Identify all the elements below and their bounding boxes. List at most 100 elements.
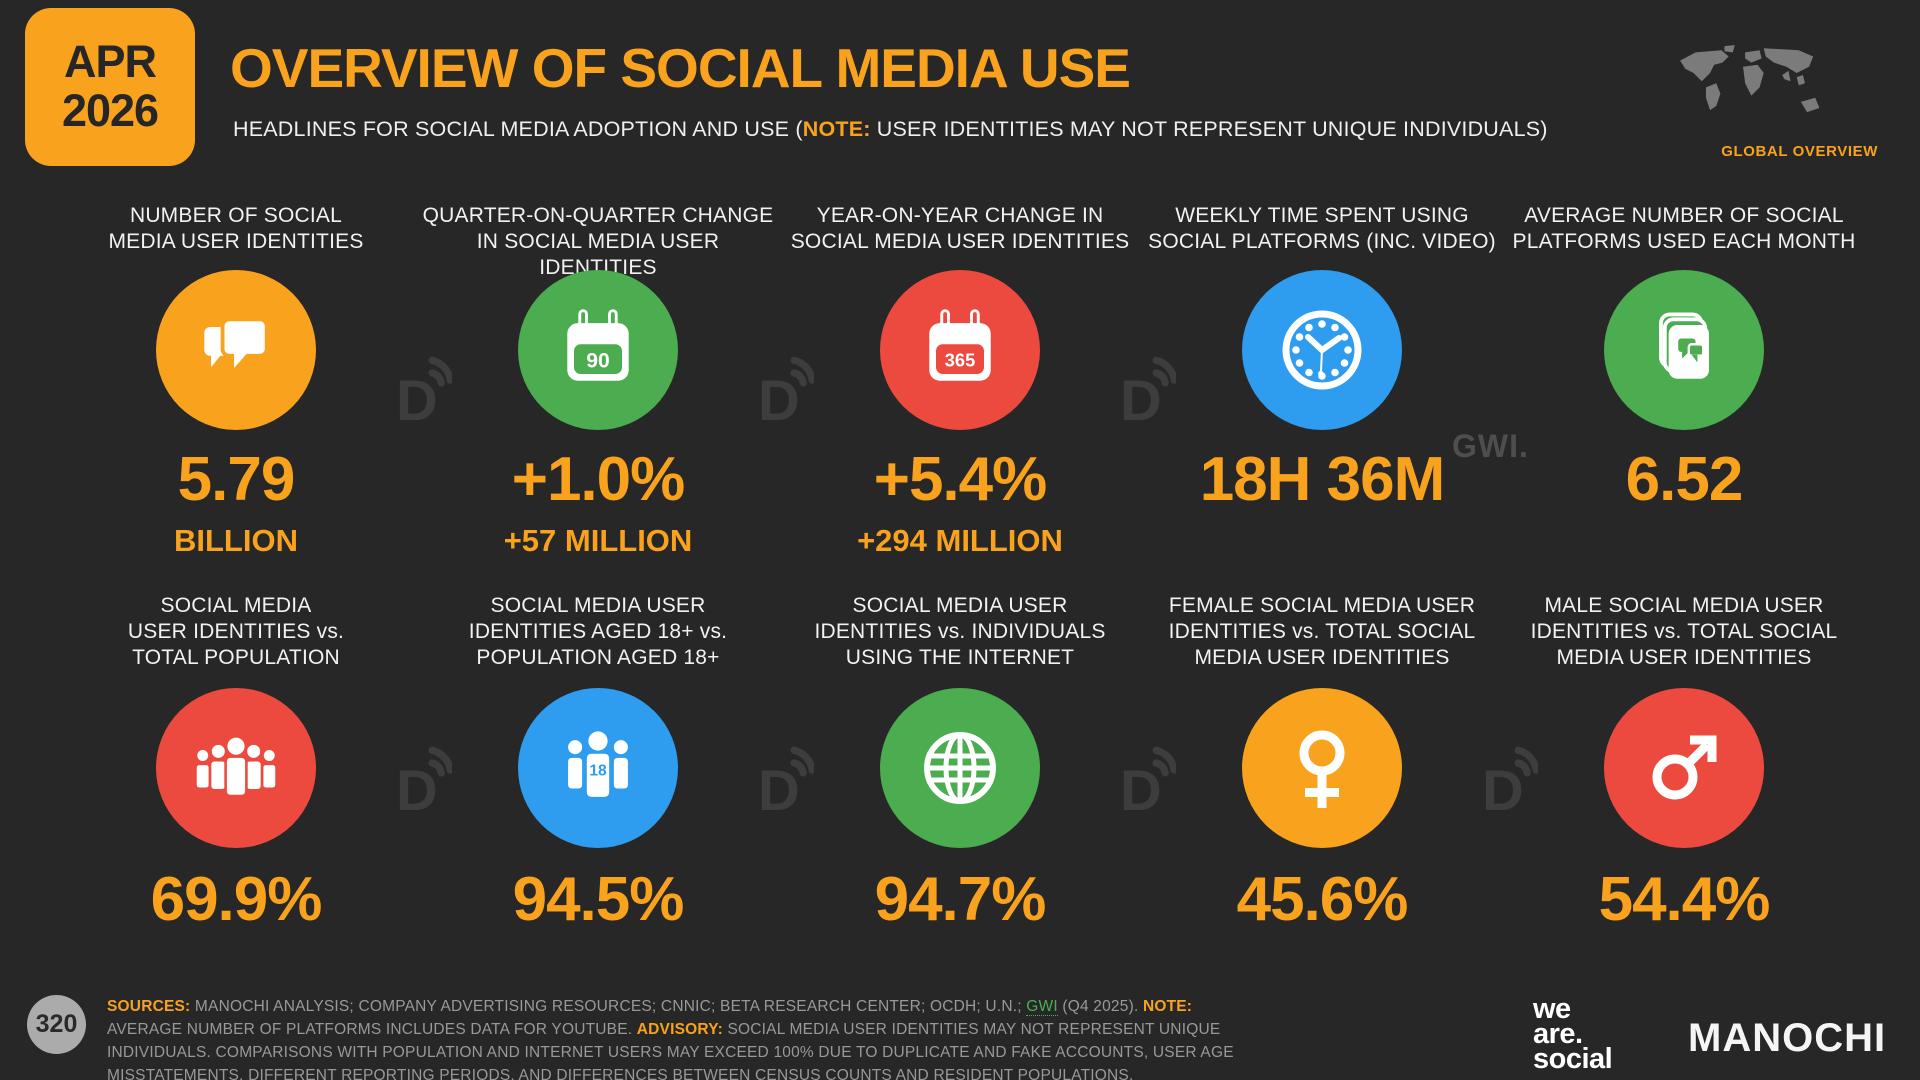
- stat-label: NUMBER OF SOCIAL MEDIA USER IDENTITIES: [108, 203, 363, 257]
- label-line: AVERAGE NUMBER OF SOCIAL: [1524, 204, 1844, 227]
- label-line: IN SOCIAL MEDIA USER IDENTITIES: [476, 230, 720, 279]
- subtitle-prefix: HEADLINES FOR SOCIAL MEDIA ADOPTION AND …: [233, 117, 803, 141]
- stat-weekly-time: WEEKLY TIME SPENT USING SOCIAL PLATFORMS …: [1141, 203, 1503, 559]
- stat-female-share: FEMALE SOCIAL MEDIA USER IDENTITIES vs. T…: [1141, 593, 1503, 935]
- label-line: SOCIAL MEDIA USER: [490, 594, 706, 617]
- d-signal-watermark-icon: D: [758, 356, 814, 429]
- stacked-cards-icon: [1604, 270, 1764, 430]
- region-label: GLOBAL OVERVIEW: [1721, 143, 1878, 160]
- gwi-link[interactable]: GWI: [1026, 998, 1058, 1016]
- calendar-90-icon: 90: [518, 270, 678, 430]
- label-line: SOCIAL PLATFORMS (INC. VIDEO): [1148, 230, 1496, 253]
- advisory-text: SOCIAL MEDIA USER IDENTITIES MAY NOT REP…: [107, 1021, 1234, 1080]
- label-line: FEMALE SOCIAL MEDIA USER: [1168, 594, 1476, 617]
- label-line: MALE SOCIAL MEDIA USER: [1544, 594, 1824, 617]
- logo-line: we: [1533, 993, 1571, 1025]
- label-line: NUMBER OF SOCIAL: [129, 204, 343, 227]
- age-number: 18: [589, 762, 607, 779]
- calendar-number: 90: [586, 349, 609, 372]
- note-label: NOTE:: [1142, 998, 1193, 1015]
- sources-text: MANOCHI ANALYSIS; COMPANY ADVERTISING RE…: [190, 998, 1027, 1015]
- label-line: SOCIAL MEDIA: [160, 594, 312, 617]
- d-signal-watermark-icon: D: [396, 746, 452, 819]
- label-line: MEDIA USER IDENTITIES: [1556, 646, 1812, 669]
- stat-subvalue: BILLION: [174, 523, 298, 558]
- stat-value: 45.6%: [1236, 865, 1409, 934]
- d-signal-watermark-icon: D: [1120, 746, 1176, 819]
- stat-subvalue: +294 MILLION: [857, 523, 1063, 558]
- stat-male-share: MALE SOCIAL MEDIA USER IDENTITIES vs. TOT…: [1503, 593, 1865, 935]
- chat-bubbles-icon: [156, 270, 316, 430]
- stat-value: 69.9%: [150, 865, 323, 934]
- label-line: TOTAL POPULATION: [132, 646, 340, 669]
- label-line: IDENTITIES vs. INDIVIDUALS: [814, 620, 1106, 643]
- date-month: APR: [63, 36, 157, 88]
- stat-label: SOCIAL MEDIA USER IDENTITIES AGED 18+ vs.…: [469, 593, 727, 673]
- logo-line: are.: [1533, 1018, 1583, 1050]
- page-number-badge: 320: [27, 995, 86, 1054]
- page-number: 320: [35, 1010, 78, 1038]
- watermark-letter: D: [758, 759, 800, 819]
- we-are-social-logo: we are. social: [1533, 993, 1613, 1075]
- label-line: SOCIAL MEDIA USER: [852, 594, 1068, 617]
- globe-icon: [880, 688, 1040, 848]
- d-signal-watermark-icon: D: [1482, 746, 1538, 819]
- female-icon: [1242, 688, 1402, 848]
- stat-label: AVERAGE NUMBER OF SOCIAL PLATFORMS USED E…: [1513, 203, 1856, 257]
- stat-label: QUARTER-ON-QUARTER CHANGE IN SOCIAL MEDIA…: [417, 203, 779, 279]
- watermark-letter: D: [396, 369, 438, 429]
- stat-identities-vs-internet: SOCIAL MEDIA USER IDENTITIES vs. INDIVIDU…: [779, 593, 1141, 935]
- page-title: OVERVIEW OF SOCIAL MEDIA USE: [230, 37, 1131, 99]
- stat-label: MALE SOCIAL MEDIA USER IDENTITIES vs. TOT…: [1531, 593, 1838, 673]
- watermark-letter: D: [1120, 369, 1162, 429]
- sources-tail: (Q4 2025).: [1057, 998, 1143, 1015]
- stat-qoq-change: QUARTER-ON-QUARTER CHANGE IN SOCIAL MEDIA…: [417, 203, 779, 559]
- stat-value: +5.4%: [873, 445, 1048, 514]
- label-line: USING THE INTERNET: [845, 646, 1075, 669]
- stat-identities-vs-population: SOCIAL MEDIA USER IDENTITIES vs. TOTAL POP…: [55, 593, 417, 935]
- sources-label: SOURCES:: [107, 998, 191, 1015]
- stat-value: 6.52: [1625, 445, 1744, 514]
- stat-value: +1.0%: [511, 445, 686, 514]
- watermark-letter: D: [1482, 759, 1524, 819]
- label-line: POPULATION AGED 18+: [476, 646, 720, 669]
- note-text: AVERAGE NUMBER OF PLATFORMS INCLUDES DAT…: [107, 1021, 637, 1038]
- calendar-number: 365: [945, 349, 975, 370]
- label-line: USER IDENTITIES vs.: [127, 620, 345, 643]
- stats-row-2: SOCIAL MEDIA USER IDENTITIES vs. TOTAL POP…: [55, 593, 1865, 935]
- watermark-letter: D: [396, 759, 438, 819]
- calendar-365-icon: 365: [880, 270, 1040, 430]
- stat-label: FEMALE SOCIAL MEDIA USER IDENTITIES vs. T…: [1169, 593, 1476, 673]
- stat-label: YEAR-ON-YEAR CHANGE IN SOCIAL MEDIA USER …: [791, 203, 1130, 257]
- manochi-logo: MANOCHI: [1688, 1016, 1887, 1060]
- stat-value: 94.7%: [874, 865, 1047, 934]
- stat-subvalue: +57 MILLION: [503, 523, 693, 558]
- male-icon: [1604, 688, 1764, 848]
- d-signal-watermark-icon: D: [396, 356, 452, 429]
- logo-line: social: [1533, 1043, 1613, 1075]
- stat-yoy-change: YEAR-ON-YEAR CHANGE IN SOCIAL MEDIA USER …: [779, 203, 1141, 559]
- subtitle-suffix: USER IDENTITIES MAY NOT REPRESENT UNIQUE…: [870, 117, 1548, 141]
- label-line: MEDIA USER IDENTITIES: [108, 230, 364, 253]
- footer-note: SOURCES: MANOCHI ANALYSIS; COMPANY ADVER…: [107, 995, 1257, 1080]
- label-line: QUARTER-ON-QUARTER CHANGE: [422, 204, 774, 227]
- stat-value: 5.79: [177, 445, 296, 514]
- advisory-label: ADVISORY:: [636, 1021, 723, 1038]
- label-line: YEAR-ON-YEAR CHANGE IN: [816, 204, 1104, 227]
- gwi-partner-label: GWI.: [1452, 428, 1529, 464]
- stat-avg-platforms: AVERAGE NUMBER OF SOCIAL PLATFORMS USED E…: [1503, 203, 1865, 559]
- watermark-letter: D: [758, 369, 800, 429]
- label-line: IDENTITIES vs. TOTAL SOCIAL: [1530, 620, 1838, 643]
- stat-value: 94.5%: [512, 865, 685, 934]
- stat-social-identities: NUMBER OF SOCIAL MEDIA USER IDENTITIES 5.…: [55, 203, 417, 559]
- page-subtitle: HEADLINES FOR SOCIAL MEDIA ADOPTION AND …: [233, 117, 1548, 142]
- stat-identities-18plus: SOCIAL MEDIA USER IDENTITIES AGED 18+ vs.…: [417, 593, 779, 935]
- stat-value: 54.4%: [1598, 865, 1771, 934]
- world-map-icon: [1680, 45, 1820, 113]
- date-year: 2026: [61, 85, 159, 136]
- stat-value: 18H 36M: [1199, 445, 1446, 514]
- people-group-icon: [156, 688, 316, 848]
- d-signal-watermark-icon: D: [758, 746, 814, 819]
- stat-label: SOCIAL MEDIA USER IDENTITIES vs. INDIVIDU…: [814, 593, 1105, 673]
- label-line: MEDIA USER IDENTITIES: [1194, 646, 1450, 669]
